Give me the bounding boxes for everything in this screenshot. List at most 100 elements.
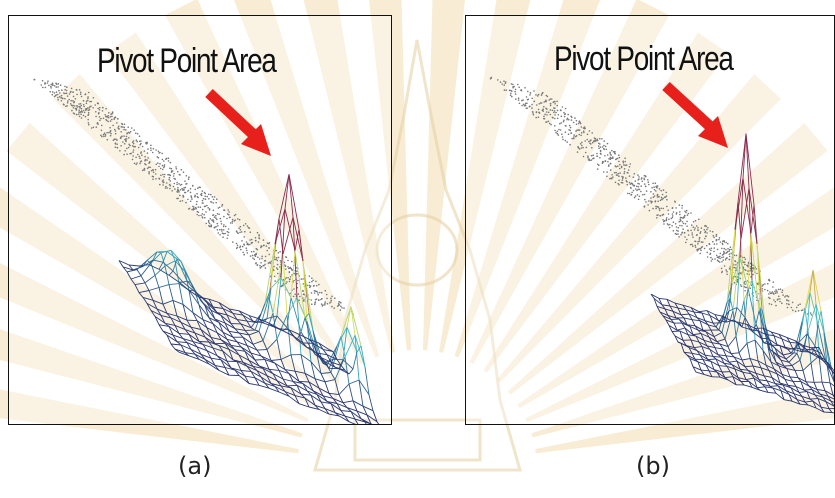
grid-dot xyxy=(288,278,291,281)
mesh-line xyxy=(788,394,798,400)
grid-dot xyxy=(55,94,57,96)
mesh-line xyxy=(276,380,288,387)
mesh-line xyxy=(316,352,328,356)
grid-dot xyxy=(720,267,723,270)
mesh-line xyxy=(168,326,180,334)
grid-dot xyxy=(666,198,668,201)
grid-dot xyxy=(580,126,583,128)
grid-dot xyxy=(72,95,75,98)
mesh-line xyxy=(320,372,332,374)
grid-dot xyxy=(723,265,726,267)
grid-dot xyxy=(128,132,131,134)
grid-dot xyxy=(189,191,192,194)
mesh-line xyxy=(200,300,206,306)
watermark-ray xyxy=(483,32,728,373)
grid-dot xyxy=(46,82,49,84)
mesh-line xyxy=(232,313,238,320)
grid-dot xyxy=(716,243,718,245)
mesh-line xyxy=(717,319,722,324)
grid-dot xyxy=(728,250,730,252)
mesh-line xyxy=(739,178,744,258)
mesh-line xyxy=(757,330,767,335)
mesh-line xyxy=(256,313,262,323)
grid-dot xyxy=(598,147,600,150)
mesh-line xyxy=(234,369,240,376)
grid-dot xyxy=(87,91,90,94)
grid-dot xyxy=(517,83,519,86)
mesh-line xyxy=(288,174,300,230)
mesh-line xyxy=(236,341,242,348)
grid-dot xyxy=(623,172,625,175)
grid-dot xyxy=(324,289,327,292)
mesh-line xyxy=(805,348,810,353)
grid-dot xyxy=(191,185,194,187)
grid-dot xyxy=(285,256,287,258)
grid-dot xyxy=(527,98,530,101)
mesh-line xyxy=(176,258,182,262)
mesh-line xyxy=(745,377,755,381)
grid-dot xyxy=(567,133,570,135)
mesh-line xyxy=(826,364,831,383)
grid-dot xyxy=(768,279,770,281)
mesh-line xyxy=(756,386,766,389)
mesh-line xyxy=(718,365,723,373)
grid-dot xyxy=(89,100,91,103)
grid-dot xyxy=(681,207,683,209)
grid-dot xyxy=(310,292,313,294)
mesh-line xyxy=(716,371,726,378)
grid-dot xyxy=(510,83,513,85)
mesh-line xyxy=(736,257,741,308)
mesh-line xyxy=(268,368,274,375)
mesh-line xyxy=(725,355,730,363)
mesh-line xyxy=(710,329,715,337)
grid-dot xyxy=(181,200,184,202)
mesh-line xyxy=(220,359,226,368)
grid-dot xyxy=(628,175,631,177)
grid-dot xyxy=(667,213,670,215)
caption-b: (b) xyxy=(636,452,670,480)
mesh-line xyxy=(308,381,314,391)
grid-dot xyxy=(124,138,126,141)
grid-dot xyxy=(761,285,764,287)
mesh-line xyxy=(687,334,692,341)
mesh-line xyxy=(810,362,815,383)
mesh-line xyxy=(368,394,374,411)
mesh-line xyxy=(371,423,373,424)
grid-dot xyxy=(749,287,751,290)
grid-dot xyxy=(183,187,185,189)
mesh-line xyxy=(714,347,719,355)
mesh-line xyxy=(240,323,246,331)
grid-dot xyxy=(588,130,591,132)
annotation-label-b: Pivot Point Area xyxy=(554,40,734,78)
mesh-line xyxy=(701,312,706,321)
grid-dot xyxy=(647,204,649,206)
mesh-line xyxy=(716,371,721,378)
mesh-line xyxy=(784,378,794,382)
grid-dot xyxy=(672,221,675,223)
grid-dot xyxy=(625,164,628,166)
grid-dot xyxy=(109,126,111,129)
grid-dot xyxy=(253,250,255,253)
mesh-line xyxy=(300,354,312,363)
mesh-line xyxy=(274,218,280,245)
mesh-line xyxy=(200,353,212,359)
mesh-line xyxy=(254,329,260,332)
mesh-line xyxy=(336,403,348,409)
mesh-line xyxy=(737,133,747,203)
grid-dot xyxy=(715,235,718,237)
mesh-line xyxy=(796,399,801,405)
mesh-line xyxy=(206,350,218,357)
grid-dot xyxy=(113,128,116,131)
grid-dot xyxy=(206,195,208,198)
mesh-line xyxy=(358,379,364,407)
grid-dot xyxy=(244,223,247,225)
grid-dot xyxy=(77,113,80,115)
mesh-line xyxy=(814,324,819,347)
mesh-line xyxy=(232,336,238,343)
mesh-line xyxy=(334,412,346,417)
mesh-line xyxy=(741,317,746,328)
mesh-line xyxy=(740,381,745,386)
mesh-line xyxy=(808,351,813,355)
grid-dot xyxy=(297,279,299,282)
grid-dot xyxy=(622,160,624,162)
